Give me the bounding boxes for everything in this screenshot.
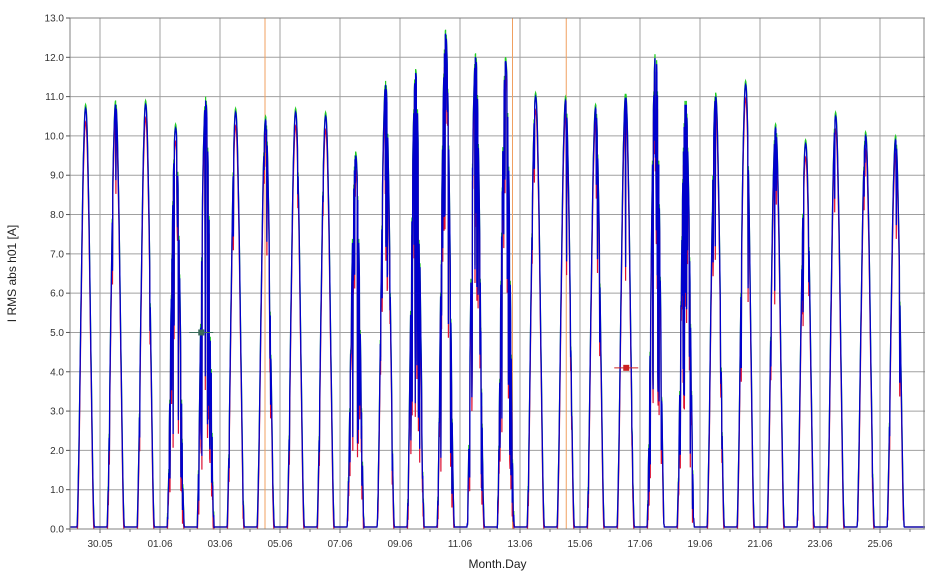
y-tick-label: 4.0 — [50, 367, 64, 378]
x-axis-title: Month.Day — [468, 557, 526, 571]
data-marker — [198, 329, 205, 336]
x-tick-label: 13.06 — [507, 539, 532, 550]
x-tick-label: 03.06 — [207, 539, 232, 550]
x-tick-label: 01.06 — [147, 539, 172, 550]
y-tick-label: 5.0 — [50, 328, 64, 339]
series-group — [70, 29, 925, 530]
grid — [70, 17, 925, 530]
y-tick-label: 12.0 — [45, 53, 65, 64]
y-tick-label: 1.0 — [50, 485, 64, 496]
data-marker — [623, 364, 630, 371]
series-line-green — [70, 29, 925, 530]
y-tick-label: 9.0 — [50, 171, 64, 182]
x-tick-label: 05.06 — [267, 539, 292, 550]
y-tick-label: 10.0 — [45, 131, 65, 142]
x-tick-label: 21.06 — [747, 539, 772, 550]
y-axis-title: I RMS abs h01 [A] — [5, 225, 19, 322]
x-tick-label: 15.06 — [567, 539, 592, 550]
x-tick-label: 17.06 — [627, 539, 652, 550]
y-tick-label: 0.0 — [50, 525, 64, 536]
x-tick-label: 25.06 — [867, 539, 892, 550]
x-tick-label: 30.05 — [87, 539, 112, 550]
y-tick-label: 6.0 — [50, 289, 64, 300]
series-line-red — [70, 47, 925, 530]
y-tick-label: 3.0 — [50, 407, 64, 418]
y-tick-label: 8.0 — [50, 210, 64, 221]
y-tick-label: 13.0 — [45, 14, 65, 25]
x-tick-label: 09.06 — [387, 539, 412, 550]
series-line-blue — [70, 33, 925, 530]
x-tick-label: 11.06 — [448, 539, 473, 550]
x-tick-label: 07.06 — [327, 539, 352, 550]
x-axis-ticks: 30.05 01.06 03.06 05.06 07.06 09.06 11.06 13.06… — [69, 529, 911, 550]
y-axis-ticks: 0.0 1.0 2.0 3.0 4.0 5.0 6.0 7.0 8.0 9.0 10.0 11.0 12… — [45, 14, 70, 536]
markers — [189, 329, 639, 371]
x-tick-label: 19.06 — [687, 539, 712, 550]
plot-frame — [69, 17, 925, 530]
y-tick-label: 2.0 — [50, 446, 64, 457]
y-tick-label: 11.0 — [45, 92, 64, 103]
y-tick-label: 7.0 — [50, 249, 64, 260]
x-tick-label: 23.06 — [807, 539, 832, 550]
